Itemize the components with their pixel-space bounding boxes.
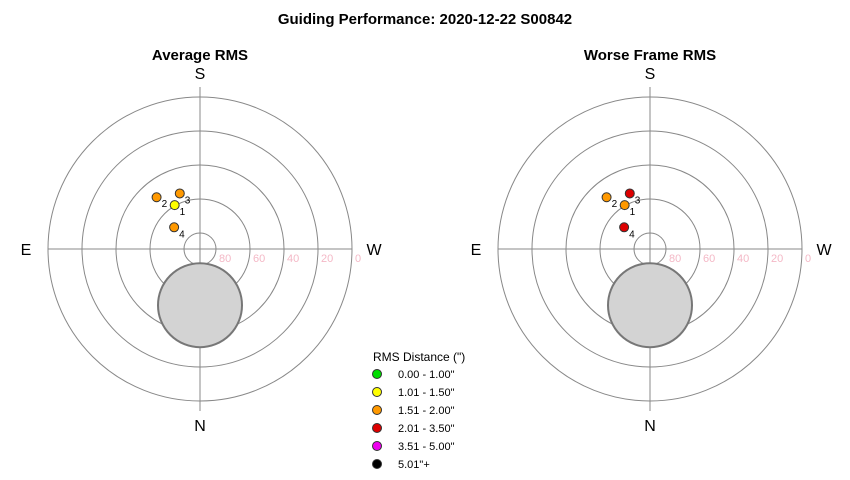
data-point-1 (619, 200, 630, 211)
data-point-label-4: 4 (179, 229, 185, 240)
legend-entry-label: 5.01"+ (398, 459, 430, 471)
compass-label-bottom: N (644, 418, 656, 435)
radial-tick-label: 80 (669, 253, 681, 265)
legend-swatch (372, 441, 382, 451)
data-point-label-1: 1 (630, 207, 636, 218)
polar-plot-average-rms: Average RMS S N E W 80 60 40 20 0 1 2 3 4 (21, 47, 383, 435)
data-point-4 (619, 222, 630, 233)
legend-swatch (372, 405, 382, 415)
data-point-label-4: 4 (629, 229, 635, 240)
compass-label-bottom: N (194, 418, 206, 435)
legend-swatch (372, 459, 382, 469)
plot-title-average-rms: Average RMS (152, 47, 248, 64)
compass-label-left: E (471, 242, 482, 259)
polar-plot-worse-frame-rms: Worse Frame RMS S N E W 80 60 40 20 0 1 2 3 4 (471, 47, 833, 435)
data-point-label-2: 2 (612, 199, 618, 210)
rms-legend: RMS Distance (") 0.00 - 1.00" 1.01 - 1.50… (372, 350, 465, 471)
legend-entry-label: 1.51 - 2.00" (398, 405, 455, 417)
compass-label-right: W (816, 242, 832, 259)
radial-tick-label: 60 (703, 253, 715, 265)
compass-label-top: S (195, 66, 206, 83)
radial-tick-label: 80 (219, 253, 231, 265)
data-point-label-1: 1 (180, 207, 186, 218)
legend-swatch (372, 387, 382, 397)
data-point-4 (169, 222, 180, 233)
data-point-label-3: 3 (635, 195, 641, 206)
data-point-2 (151, 192, 162, 203)
data-point-2 (601, 192, 612, 203)
legend-swatch (372, 423, 382, 433)
moon-disk (157, 262, 243, 349)
radial-tick-label: 40 (737, 253, 749, 265)
data-point-label-3: 3 (185, 195, 191, 206)
legend-entry-label: 2.01 - 3.50" (398, 423, 455, 435)
compass-label-left: E (21, 242, 32, 259)
radial-tick-label: 0 (805, 253, 811, 265)
plot-title-worse-frame-rms: Worse Frame RMS (584, 47, 716, 64)
radial-tick-label: 60 (253, 253, 265, 265)
legend-title: RMS Distance (") (373, 350, 465, 364)
legend-entry-label: 0.00 - 1.00" (398, 369, 455, 381)
radial-tick-label: 0 (355, 253, 361, 265)
radial-tick-label: 20 (771, 253, 783, 265)
radial-tick-label: 40 (287, 253, 299, 265)
data-point-3 (174, 188, 185, 199)
legend-entry-label: 3.51 - 5.00" (398, 441, 455, 453)
data-point-1 (169, 200, 180, 211)
compass-label-top: S (645, 66, 656, 83)
data-point-3 (624, 188, 635, 199)
radial-tick-label: 20 (321, 253, 333, 265)
legend-entry-label: 1.01 - 1.50" (398, 387, 455, 399)
compass-label-right: W (366, 242, 382, 259)
data-point-label-2: 2 (162, 199, 168, 210)
moon-disk (607, 262, 693, 349)
legend-swatch (372, 369, 382, 379)
figure-title: Guiding Performance: 2020-12-22 S00842 (278, 11, 572, 28)
